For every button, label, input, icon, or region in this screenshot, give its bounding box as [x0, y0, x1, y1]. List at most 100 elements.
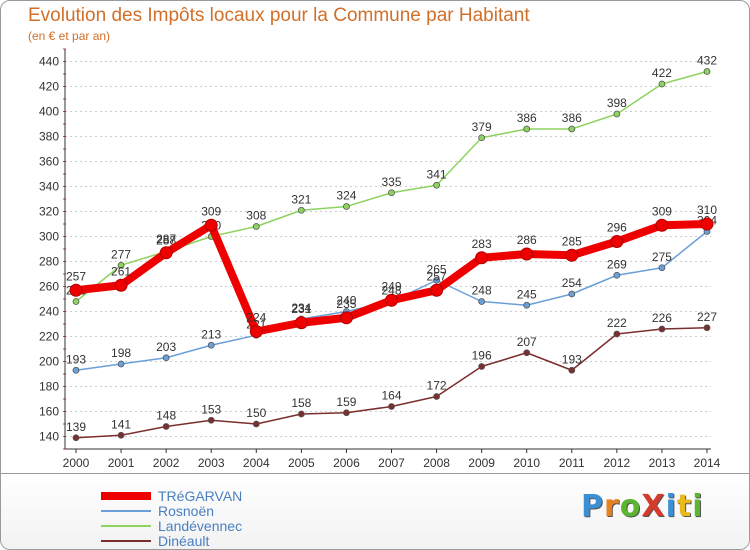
- x-tick-label-2008: 2008: [423, 456, 450, 470]
- data-label-dineault-2001: 141: [111, 417, 131, 431]
- x-tick-label-2014: 2014: [694, 456, 721, 470]
- x-tick-label-2006: 2006: [333, 456, 360, 470]
- data-label-dineault-2011: 193: [562, 352, 582, 366]
- y-tick-label-400: 400: [39, 105, 59, 119]
- series-point-landevennec-2004: [252, 223, 260, 230]
- series-point-landevennec-2014: [703, 68, 711, 75]
- data-label-dineault-2000: 139: [66, 420, 86, 434]
- series-point-landevennec-2005: [297, 206, 305, 214]
- data-label-rosnoen-2007: 248: [381, 284, 401, 298]
- data-label-tregarvan-2008: 257: [427, 269, 447, 283]
- logo-letter: r: [604, 489, 620, 524]
- legend-label-rosnoen: Rosnoën: [158, 503, 215, 519]
- data-label-tregarvan-2014: 310: [697, 203, 717, 217]
- y-tick-label-440: 440: [39, 55, 59, 69]
- data-label-tregarvan-2009: 283: [472, 237, 492, 251]
- y-tick-label-340: 340: [39, 180, 59, 194]
- series-point-tregarvan-2003: [204, 218, 218, 232]
- series-point-tregarvan-2014: [700, 217, 714, 231]
- series-point-dineault-2006: [343, 409, 350, 417]
- data-label-rosnoen-2013: 275: [652, 250, 672, 264]
- data-label-landevennec-2012: 398: [607, 96, 627, 110]
- series-point-rosnoen-2002: [162, 354, 170, 362]
- y-tick-label-200: 200: [39, 355, 59, 369]
- data-label-tregarvan-2012: 296: [607, 221, 627, 235]
- y-tick-label-280: 280: [39, 255, 59, 269]
- series-point-landevennec-2001: [117, 261, 125, 269]
- series-point-tregarvan-2000: [69, 283, 83, 297]
- data-label-rosnoen-2003: 213: [201, 327, 221, 341]
- series-point-landevennec-2007: [388, 189, 395, 197]
- series-point-dineault-2009: [478, 363, 486, 370]
- series-point-tregarvan-2009: [475, 251, 489, 265]
- series-point-rosnoen-2000: [72, 366, 80, 374]
- series-point-tregarvan-2002: [159, 246, 173, 260]
- data-label-landevennec-2004: 308: [246, 209, 266, 223]
- data-label-tregarvan-2002: 287: [156, 232, 176, 246]
- series-point-tregarvan-2007: [385, 293, 398, 307]
- legend: TRéGARVAN Rosnoën Landévennec Dinéault: [1, 473, 749, 549]
- legend-item-dineault: Dinéault: [1, 533, 301, 549]
- series-point-dineault-2002: [162, 423, 170, 430]
- data-label-landevennec-2007: 335: [381, 175, 401, 189]
- logo-letter: P: [581, 489, 604, 524]
- data-label-dineault-2004: 150: [246, 406, 266, 420]
- series-point-rosnoen-2010: [523, 301, 531, 309]
- y-tick-label-140: 140: [39, 430, 59, 444]
- legend-swatch-landevennec: [101, 525, 151, 527]
- series-point-dineault-2001: [117, 431, 125, 439]
- data-label-tregarvan-2001: 261: [111, 264, 131, 278]
- series-point-tregarvan-2012: [610, 235, 624, 248]
- legend-swatch-dineault: [101, 540, 151, 542]
- series-point-landevennec-2008: [433, 181, 440, 189]
- series-point-dineault-2008: [433, 393, 440, 400]
- data-label-dineault-2012: 222: [607, 316, 627, 330]
- series-point-dineault-2014: [703, 324, 711, 332]
- data-label-landevennec-2002: 288: [156, 234, 176, 248]
- logo-letter: i: [665, 489, 677, 524]
- series-point-tregarvan-2001: [114, 278, 128, 292]
- series-point-landevennec-2012: [613, 110, 621, 118]
- data-label-rosnoen-2012: 269: [607, 257, 627, 271]
- data-label-tregarvan-2000: 257: [66, 269, 86, 283]
- y-tick-label-380: 380: [39, 130, 59, 144]
- data-label-rosnoen-2000: 193: [66, 352, 86, 366]
- series-point-tregarvan-2010: [520, 247, 534, 261]
- series-point-landevennec-2000: [72, 298, 80, 305]
- x-tick-label-2000: 2000: [63, 456, 90, 470]
- data-label-dineault-2014: 227: [697, 310, 717, 324]
- logo-letter: t: [676, 489, 693, 524]
- data-label-rosnoen-2009: 248: [472, 284, 492, 298]
- y-tick-label-360: 360: [39, 155, 59, 169]
- y-tick-label-320: 320: [39, 205, 59, 219]
- x-tick-label-2004: 2004: [243, 456, 270, 470]
- series-point-landevennec-2006: [343, 203, 350, 210]
- legend-label-landevennec: Landévennec: [158, 518, 243, 534]
- data-label-rosnoen-2006: 240: [336, 294, 356, 308]
- legend-item-tregarvan: TRéGARVAN: [1, 488, 301, 504]
- x-tick-label-2012: 2012: [604, 456, 631, 470]
- series-point-dineault-2003: [207, 416, 215, 424]
- data-label-tregarvan-2007: 249: [381, 279, 401, 293]
- chart-title: Evolution des Impôts locaux pour la Comm…: [28, 5, 530, 26]
- series-point-dineault-2010: [523, 349, 531, 357]
- series-point-rosnoen-2013: [658, 264, 666, 272]
- x-tick-label-2010: 2010: [513, 456, 540, 470]
- data-label-tregarvan-2004: 224: [246, 311, 266, 325]
- data-label-tregarvan-2013: 309: [652, 204, 672, 218]
- y-tick-label-300: 300: [39, 230, 59, 244]
- y-tick-label-420: 420: [39, 80, 59, 94]
- y-tick-label-240: 240: [39, 305, 59, 319]
- data-label-tregarvan-2005: 231: [291, 302, 311, 316]
- x-tick-label-2011: 2011: [559, 456, 585, 470]
- data-label-rosnoen-2011: 254: [562, 276, 582, 290]
- x-tick-label-2001: 2001: [108, 456, 135, 470]
- x-tick-label-2005: 2005: [288, 456, 315, 470]
- series-point-rosnoen-2008: [433, 276, 440, 284]
- series-point-dineault-2013: [658, 325, 666, 333]
- series-point-dineault-2007: [388, 403, 395, 410]
- data-label-rosnoen-2008: 265: [427, 262, 447, 276]
- series-point-dineault-2012: [613, 330, 621, 338]
- series-point-rosnoen-2011: [568, 290, 576, 298]
- data-label-landevennec-2009: 379: [472, 120, 492, 134]
